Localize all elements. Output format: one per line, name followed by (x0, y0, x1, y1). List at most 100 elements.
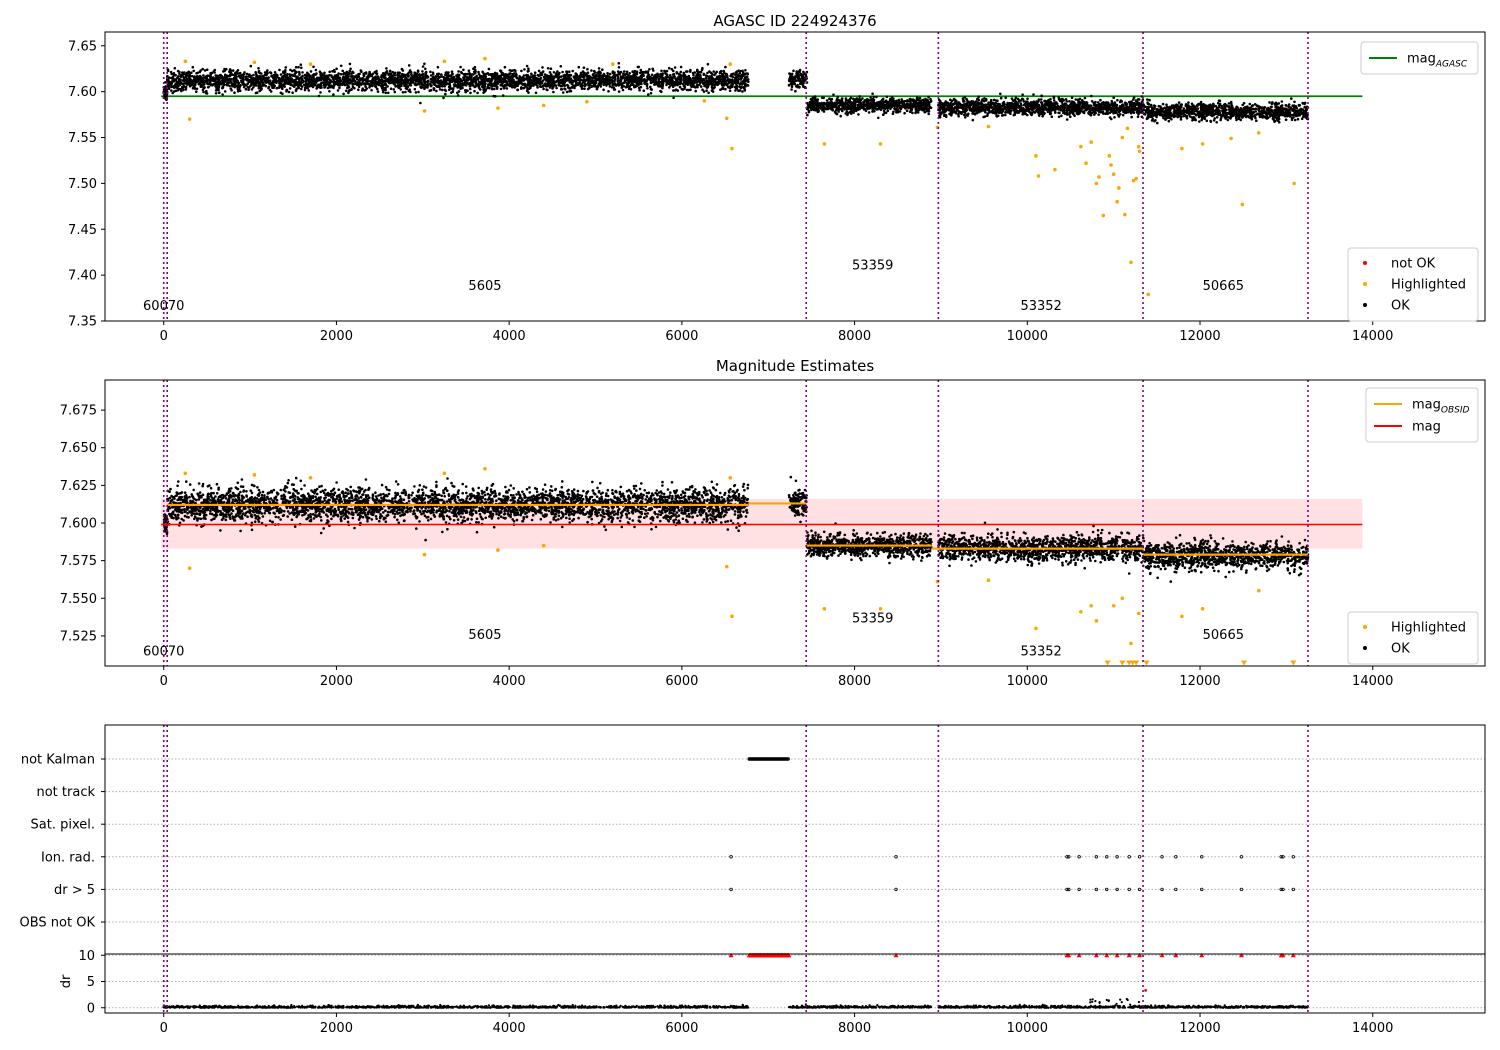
ok-point (178, 82, 181, 86)
ok-point (307, 74, 310, 77)
ok-point (349, 67, 352, 71)
ok-point (499, 87, 503, 91)
ok-point (338, 86, 341, 90)
ok-point (561, 79, 565, 82)
ok-point (732, 72, 735, 75)
ok-point (515, 81, 518, 84)
ok-point (431, 80, 435, 83)
ok-point (407, 64, 411, 67)
ok-point (928, 105, 932, 109)
ok-point (282, 84, 286, 87)
ok-point (481, 83, 485, 87)
ok-point (377, 77, 381, 81)
ok-point (499, 75, 503, 79)
ok-point (405, 87, 409, 91)
ok-point (606, 74, 609, 77)
ok-point (450, 70, 454, 73)
ok-point (351, 70, 354, 74)
ok-point (212, 70, 216, 73)
ok-point (639, 78, 642, 81)
ok-point (549, 73, 553, 76)
ok-point (432, 87, 436, 90)
ok-point (183, 71, 186, 74)
ok-point (190, 74, 194, 78)
ok-point (451, 79, 455, 82)
ok-point (218, 74, 221, 77)
ok-point (373, 84, 377, 88)
ok-point (328, 70, 332, 74)
ok-point (284, 74, 287, 77)
ok-point (409, 71, 413, 74)
ok-point (562, 83, 566, 87)
ok-point (717, 80, 720, 84)
ok-point (235, 84, 238, 87)
ok-point (890, 98, 894, 101)
ok-point (225, 75, 228, 78)
ok-point (261, 74, 265, 78)
ok-point (493, 75, 497, 78)
ok-point (259, 85, 263, 89)
ok-point (428, 89, 432, 92)
ok-point (811, 107, 814, 110)
ok-point (744, 69, 747, 72)
ok-point (419, 85, 422, 89)
ok-point (187, 71, 191, 74)
ok-point (413, 87, 417, 91)
ok-point (250, 82, 254, 85)
ok-point (618, 73, 622, 76)
ok-point (803, 78, 807, 82)
ok-point (1026, 113, 1029, 117)
ok-point (632, 75, 635, 79)
ok-point (461, 82, 465, 85)
ok-point (423, 87, 426, 90)
ok-point (230, 73, 234, 76)
ok-point (590, 85, 593, 88)
ok-point (821, 108, 825, 111)
ok-point (457, 75, 460, 78)
ok-point (381, 88, 385, 92)
ok-point (921, 108, 924, 112)
ok-point (451, 87, 455, 90)
ok-point (883, 105, 887, 109)
ok-point (309, 81, 313, 84)
ok-point (222, 80, 225, 84)
ok-point (230, 89, 233, 92)
ok-point (434, 75, 438, 79)
ok-point (741, 69, 744, 73)
ok-point (404, 90, 407, 94)
ok-point (520, 76, 524, 80)
ok-point (840, 100, 844, 104)
ok-point (609, 78, 612, 82)
ok-point (264, 81, 268, 84)
ok-point (195, 87, 199, 91)
ok-point (278, 68, 281, 72)
ok-point (858, 97, 861, 100)
ok-point (205, 68, 209, 71)
ok-point (342, 82, 345, 86)
ok-point (721, 77, 724, 81)
ok-point (747, 80, 750, 83)
ok-point (814, 101, 818, 105)
ok-point (303, 76, 306, 80)
ok-point (271, 83, 274, 87)
ok-point (300, 76, 303, 80)
ok-point (792, 69, 795, 73)
ok-point (867, 111, 871, 114)
ok-point (548, 86, 552, 89)
ok-point (715, 75, 719, 78)
ok-point (905, 102, 909, 106)
ok-point (366, 82, 370, 85)
ok-point (350, 74, 353, 78)
ok-point (284, 76, 288, 80)
ok-point (713, 73, 716, 77)
ok-point (599, 77, 602, 81)
ok-point (543, 73, 547, 76)
ok-point (358, 77, 362, 80)
ok-point (421, 65, 425, 68)
ok-point (492, 94, 496, 98)
ok-point (482, 81, 485, 85)
ok-point (482, 87, 486, 90)
ok-point (644, 79, 647, 82)
ok-point (228, 84, 231, 88)
ok-point (323, 71, 326, 75)
